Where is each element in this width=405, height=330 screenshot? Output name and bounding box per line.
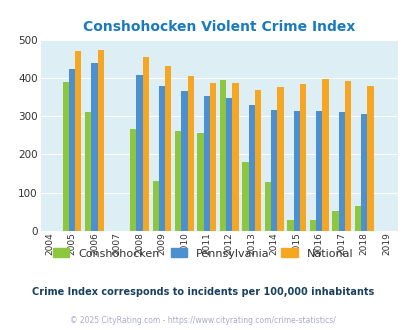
Bar [287,219,293,231]
Bar [293,111,299,231]
Bar [69,69,75,231]
Title: Conshohocken Violent Crime Index: Conshohocken Violent Crime Index [83,20,354,34]
Bar [175,131,181,231]
Bar [322,79,328,231]
Bar [254,90,260,231]
Bar [264,182,271,231]
Bar [271,111,277,231]
Bar [152,181,158,231]
Bar [91,63,98,231]
Bar [248,106,254,231]
Bar [181,91,187,231]
Bar [338,112,344,231]
Bar [220,80,226,231]
Bar [277,87,283,231]
Bar [98,50,104,231]
Bar [367,85,373,231]
Bar [62,82,69,231]
Bar [130,129,136,231]
Bar [187,76,193,231]
Text: Crime Index corresponds to incidents per 100,000 inhabitants: Crime Index corresponds to incidents per… [32,287,373,297]
Bar [354,206,360,231]
Bar [203,96,209,231]
Bar [242,162,248,231]
Bar [158,85,165,231]
Bar [226,98,232,231]
Text: © 2025 CityRating.com - https://www.cityrating.com/crime-statistics/: © 2025 CityRating.com - https://www.city… [70,315,335,325]
Bar [331,211,338,231]
Bar [209,83,216,231]
Bar [197,133,203,231]
Bar [309,219,315,231]
Legend: Conshohocken, Pennsylvania, National: Conshohocken, Pennsylvania, National [49,245,356,262]
Bar [360,114,367,231]
Bar [136,75,142,231]
Bar [315,111,322,231]
Bar [344,81,350,231]
Bar [142,57,149,231]
Bar [165,66,171,231]
Bar [75,51,81,231]
Bar [232,83,238,231]
Bar [299,84,305,231]
Bar [85,112,91,231]
